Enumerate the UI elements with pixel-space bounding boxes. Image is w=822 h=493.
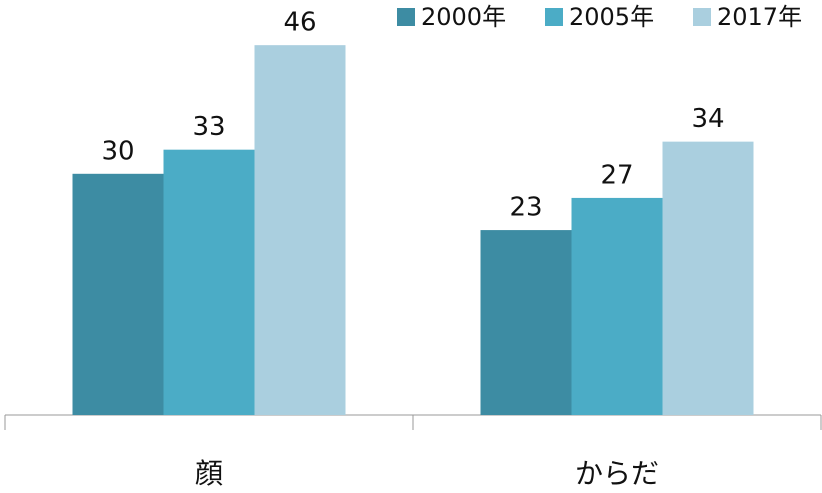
bar bbox=[480, 230, 572, 415]
bar bbox=[72, 173, 164, 415]
legend-label: 2005年 bbox=[569, 3, 654, 31]
legend-swatch bbox=[545, 8, 563, 26]
legend-swatch bbox=[397, 8, 415, 26]
data-label: 33 bbox=[192, 112, 225, 142]
x-tick-label: からだ bbox=[575, 457, 659, 490]
data-label: 46 bbox=[283, 8, 316, 38]
legend-label: 2000年 bbox=[421, 3, 506, 31]
bar bbox=[163, 149, 255, 415]
data-label: 27 bbox=[600, 160, 633, 190]
data-label: 23 bbox=[509, 193, 542, 223]
data-label: 34 bbox=[691, 104, 724, 134]
legend-label: 2017年 bbox=[717, 3, 802, 31]
legend-swatch bbox=[693, 8, 711, 26]
bar bbox=[662, 141, 754, 415]
data-label: 30 bbox=[101, 136, 134, 166]
bar bbox=[254, 45, 346, 415]
x-tick-label: 顔 bbox=[195, 457, 223, 490]
bar bbox=[571, 197, 663, 415]
